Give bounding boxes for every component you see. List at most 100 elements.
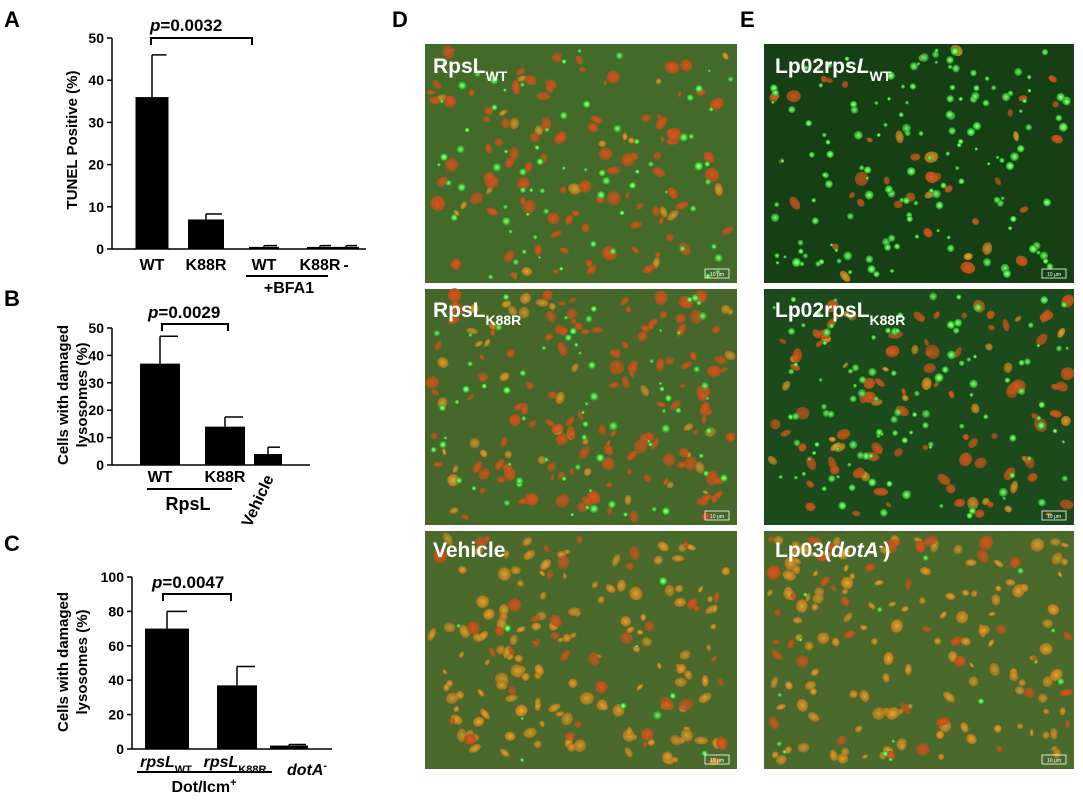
y-tick-label: 40 (88, 72, 104, 88)
panel-c-cat-rpsl-k88r: rpsLK88R (204, 754, 267, 776)
panel-a-significance: p=0.0032 (149, 16, 222, 35)
micrograph-e-lp02-k88r: 10 μm (764, 289, 1075, 525)
panel-c-cat-rpsl-wt: rpsLWT (140, 754, 192, 776)
panel-b-bracket (161, 323, 229, 331)
scale-bar-label: 10 μm (710, 758, 724, 764)
micrograph-background (764, 289, 1074, 525)
panel-a-bracket (150, 37, 253, 45)
panel-c-group-label: Dot/Icm+ (171, 777, 236, 796)
micrograph-d-label-2: RpsLK88R (433, 299, 521, 328)
bar (140, 363, 180, 465)
micrograph-e-label-2: Lp02rpsLK88R (775, 299, 905, 328)
micrograph-e-lp03-dota: 10 μm (764, 531, 1074, 769)
bar (270, 745, 308, 749)
bar (254, 454, 282, 465)
x-category-label: K88R (205, 469, 246, 486)
micrograph-cells (766, 535, 1073, 765)
scale-bar (704, 510, 730, 521)
panel-b-ylabel-1: Cells with damaged (55, 325, 72, 465)
panel-c-letter: C (4, 531, 20, 556)
y-tick-label: 50 (88, 320, 104, 336)
bar (249, 246, 279, 249)
y-tick-label: 30 (88, 114, 104, 130)
panel-c-chart: 0 20 40 60 80 100 (101, 569, 332, 757)
panel-c-bracket (162, 593, 232, 601)
panel-b-letter: B (4, 286, 20, 311)
scale-bar (704, 268, 730, 279)
bar (217, 685, 257, 749)
y-tick-label: 0 (96, 457, 104, 473)
micrograph-cells (425, 288, 736, 523)
panel-d-letter: D (392, 7, 408, 32)
bar (188, 219, 224, 249)
micrograph-cells (769, 45, 1071, 283)
y-tick-label: 80 (108, 603, 124, 619)
scale-bar (1041, 268, 1067, 279)
micrograph-background (764, 44, 1074, 283)
y-tick-label: 50 (88, 30, 104, 46)
y-tick-label: 100 (101, 569, 125, 585)
panel-c-significance: p=0.0047 (151, 573, 224, 592)
scale-bar-label: 10 μm (710, 272, 724, 278)
x-category-label: WT (140, 257, 165, 274)
scale-bar-label: 10 μm (710, 514, 724, 520)
y-tick-label: 20 (88, 157, 104, 173)
x-category-label: WT (252, 257, 277, 274)
panel-e-letter: E (740, 7, 755, 32)
y-tick-label: 40 (88, 347, 104, 363)
panel-c-ylabel-1: Cells with damaged (55, 592, 72, 732)
y-tick-label: 60 (108, 638, 124, 654)
panel-c: C Cells with damaged lysosomes (%) 0 20 40… (4, 531, 332, 796)
micrograph-cells (767, 292, 1075, 519)
y-tick-label: 0 (116, 741, 124, 757)
bar (205, 426, 245, 465)
micrograph-background (425, 44, 737, 283)
micrograph-cells (427, 532, 731, 766)
panel-c-ylabel-2: lysosomes (%) (74, 609, 91, 714)
scale-bar (1041, 510, 1067, 521)
micrograph-e-lp02-wt: 10 μm (764, 44, 1074, 283)
panel-b: B Cells with damaged lysosomes (%) 0 10 20… (4, 286, 310, 530)
panel-b-significance: p=0.0029 (147, 303, 220, 322)
x-category-label: K88R (300, 257, 341, 274)
bar (145, 628, 189, 749)
bar (333, 246, 359, 249)
bar (307, 246, 333, 249)
micrograph-d-label-3: Vehicle (433, 539, 505, 562)
x-category-label: WT (148, 469, 173, 486)
panel-d: D 10 μm 10 μm 10 μm RpsLWT RpsLK88R Vehi… (392, 7, 737, 769)
panel-a-ylabel: TUNEL Positive (%) (64, 71, 81, 210)
y-tick-label: 0 (96, 241, 104, 257)
panel-b-group-label: RpsL (166, 494, 211, 514)
y-tick-label: 10 (88, 430, 104, 446)
panel-b-ylabel-2: lysosomes (%) (74, 342, 91, 447)
micrograph-d-rpsl-wt: 10 μm (425, 44, 737, 283)
x-category-label: K88R (186, 257, 227, 274)
y-tick-label: 20 (88, 402, 104, 418)
y-tick-label: 10 (88, 199, 104, 215)
scale-bar-label: 10 μm (1047, 272, 1061, 278)
micrograph-e-label-3: Lp03(dotA-) (775, 538, 890, 563)
panel-a-group-label: +BFA1 (264, 280, 314, 297)
y-tick-label: 30 (88, 375, 104, 391)
scale-bar-label: 10 μm (1047, 758, 1061, 764)
y-tick-label: 40 (108, 672, 124, 688)
scale-bar (704, 754, 730, 765)
micrograph-d-rpsl-k88r: 10 μm (425, 288, 737, 525)
x-category-label: - (343, 257, 348, 274)
micrograph-cells (426, 44, 734, 280)
micrograph-d-label-1: RpsLWT (433, 55, 508, 84)
micrograph-d-vehicle: 10 μm (425, 531, 737, 769)
panel-c-cat-dota: dotA- (287, 760, 327, 779)
panel-a: A TUNEL Positive (%) 0 10 20 30 40 50 WT K88R WT… (4, 7, 366, 297)
scale-bar (1041, 754, 1067, 765)
y-tick-label: 20 (108, 707, 124, 723)
bar (135, 97, 169, 249)
scale-bar-label: 10 μm (1047, 514, 1061, 520)
panel-e: E 10 μm 10 μm 10 μm Lp02rpsLWT Lp02rpsLK… (740, 7, 1075, 769)
panel-a-letter: A (4, 7, 20, 32)
micrograph-e-label-1: Lp02rpsLWT (775, 55, 892, 84)
